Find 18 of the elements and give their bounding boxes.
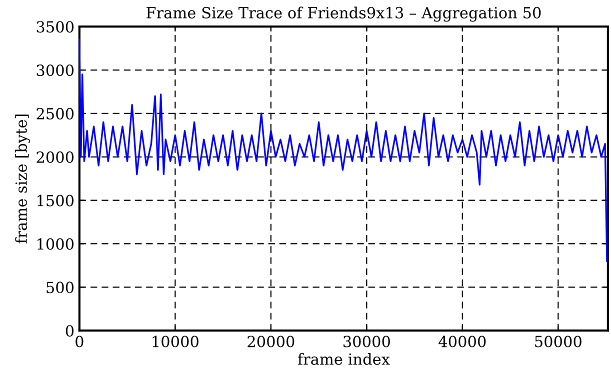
y-tick-label: 500 — [46, 282, 74, 294]
line-series — [78, 38, 608, 262]
y-axis-title: frame size [byte] — [15, 114, 30, 244]
y-tick-label: 3000 — [36, 64, 74, 76]
chart-title: Frame Size Trace of Friends9x13 – Aggregation 50 — [146, 6, 541, 22]
x-tick-label: 20000 — [248, 336, 294, 348]
x-tick-label: 30000 — [344, 336, 390, 348]
y-tick-label: 3500 — [36, 21, 74, 33]
x-tick-label: 40000 — [438, 336, 486, 348]
y-tick-label: 1000 — [38, 238, 74, 250]
x-tick-label: 10000 — [152, 336, 198, 348]
y-tick-label: 2500 — [36, 108, 74, 120]
y-tick-label: 2000 — [36, 151, 74, 163]
x-tick-label: 50000 — [535, 336, 582, 348]
y-tick-label: 0 — [66, 325, 74, 337]
x-axis-title: frame index — [298, 353, 390, 365]
x-tick-label: 0 — [76, 336, 84, 348]
y-tick-label: 1500 — [38, 194, 74, 206]
